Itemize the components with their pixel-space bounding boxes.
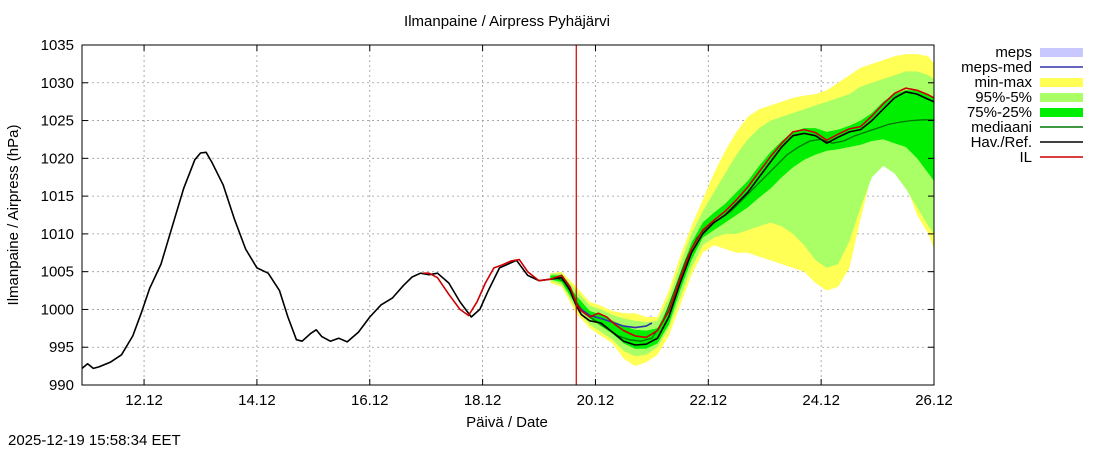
x-axis-ticks: 12.12 14.12 16.12 18.12 20.12 22.12 24.12 26.12 <box>125 45 953 409</box>
y-tick-label: 995 <box>49 339 74 356</box>
x-tick-label: 22.12 <box>690 392 728 409</box>
plot-frame <box>81 44 935 386</box>
band-75-25 <box>550 90 934 349</box>
x-tick-label: 14.12 <box>238 392 276 409</box>
x-tick-label: 24.12 <box>802 392 840 409</box>
y-axis-label: Ilmanpaine / Airpress (hPa) <box>5 125 22 306</box>
legend-label-hav-ref: Hav./Ref. <box>971 134 1032 151</box>
y-tick-label: 1035 <box>41 37 74 54</box>
x-tick-label: 18.12 <box>464 392 502 409</box>
legend-label-min-max: min-max <box>974 74 1032 91</box>
y-tick-label: 1025 <box>41 113 74 130</box>
x-axis-label: Päivä / Date <box>466 414 548 431</box>
legend-label-meps: meps <box>995 44 1032 61</box>
y-tick-label: 1000 <box>41 301 74 318</box>
legend-label-meps-med: meps-med <box>961 59 1032 76</box>
y-tick-label: 1015 <box>41 188 74 205</box>
x-tick-label: 20.12 <box>577 392 615 409</box>
y-tick-label: 1010 <box>41 226 74 243</box>
legend-label-mediaani: mediaani <box>971 119 1032 136</box>
chart-title: Ilmanpaine / Airpress Pyhäjärvi <box>404 13 610 30</box>
timestamp: 2025-12-19 15:58:34 EET <box>8 432 181 449</box>
legend-swatch-min-max <box>1040 78 1083 87</box>
x-tick-label: 16.12 <box>351 392 389 409</box>
legend: mepsmeps-medmin-max95%-5%75%-25%mediaani… <box>961 44 1083 166</box>
legend-swatch-75-25 <box>1040 108 1083 117</box>
y-tick-label: 990 <box>49 377 74 394</box>
legend-label-95-5: 95%-5% <box>975 89 1032 106</box>
legend-label-75-25: 75%-25% <box>967 104 1032 121</box>
y-tick-label: 1030 <box>41 75 74 92</box>
y-tick-label: 1020 <box>41 150 74 167</box>
x-tick-label: 26.12 <box>915 392 953 409</box>
line-layer <box>81 87 935 370</box>
band-layer <box>550 54 934 367</box>
series-line-hav-ref <box>81 91 935 370</box>
legend-swatch-meps <box>1040 48 1083 57</box>
legend-swatch-95-5 <box>1040 93 1083 102</box>
x-tick-label: 12.12 <box>125 392 163 409</box>
legend-label-il: IL <box>1019 149 1032 166</box>
y-tick-label: 1005 <box>41 264 74 281</box>
y-axis-ticks: 990 995 1000 1005 1010 1015 1020 1025 1030 1035 <box>41 37 934 394</box>
series-line-il <box>423 87 935 339</box>
